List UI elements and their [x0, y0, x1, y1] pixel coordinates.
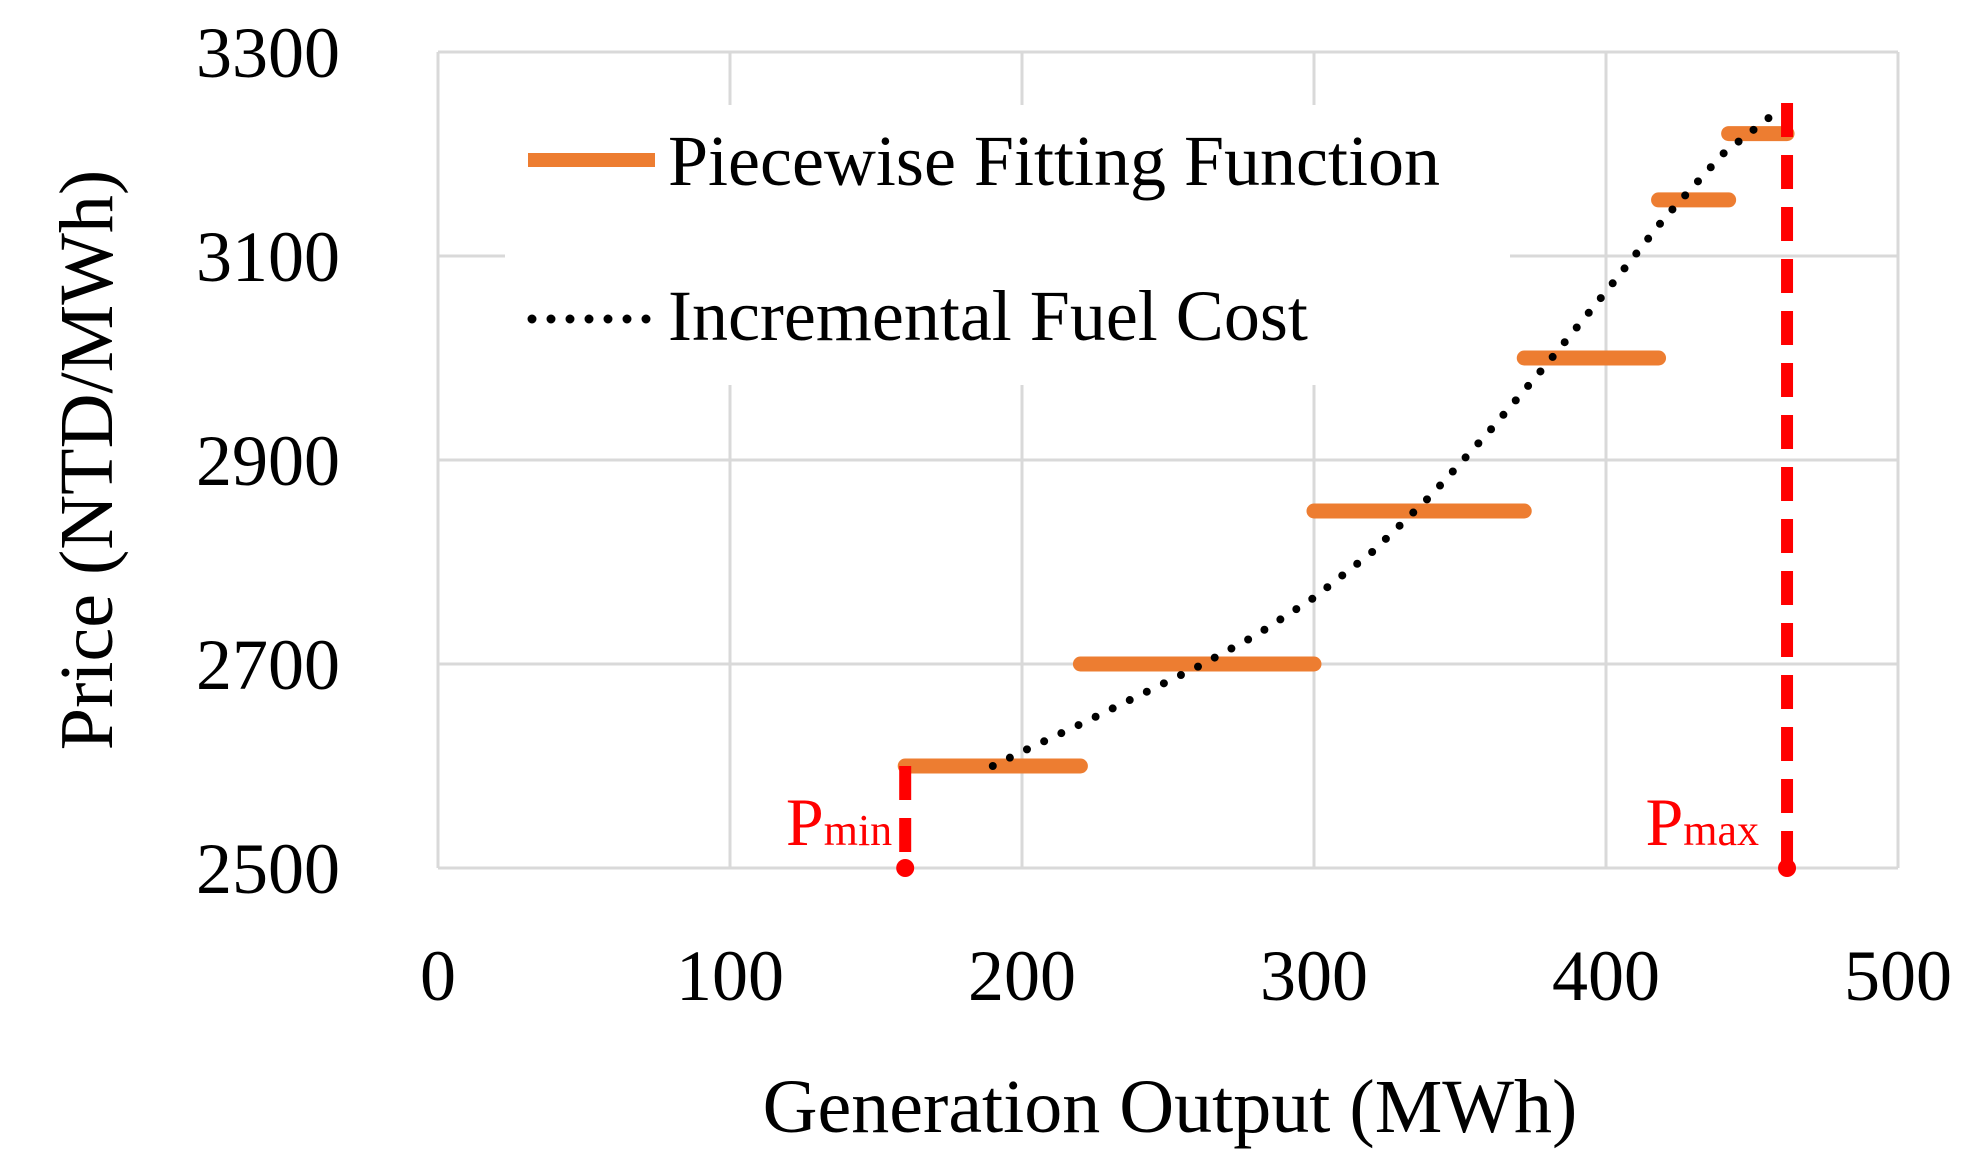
tick-labels: 2500 2700 2900 3100 3300 0 100 200 300 400 500 — [196, 13, 1952, 1016]
x-tick-label-300: 300 — [1260, 936, 1368, 1016]
legend: Piecewise Fitting Function Incremental F… — [527, 121, 1440, 356]
legend-background — [505, 105, 1510, 385]
y-tick-label-2500: 2500 — [196, 829, 340, 909]
x-axis-title: Generation Output (MWh) — [763, 1065, 1578, 1149]
x-tick-label-500: 500 — [1844, 936, 1952, 1016]
marker-label-sub-min: min — [824, 806, 892, 855]
y-tick-label-2700: 2700 — [196, 625, 340, 705]
legend-label-fuel-cost: Incremental Fuel Cost — [668, 276, 1308, 356]
marker-point-min — [896, 859, 915, 877]
y-tick-label-3300: 3300 — [196, 13, 340, 93]
series — [897, 104, 1795, 774]
x-tick-label-0: 0 — [420, 936, 456, 1016]
legend-label-piecewise: Piecewise Fitting Function — [668, 121, 1440, 201]
marker-label-main-max: P — [1645, 784, 1683, 860]
bound-markers: Pmin Pmax — [786, 103, 1797, 877]
y-axis-title: Price (NTD/MWh) — [45, 170, 129, 750]
x-tick-label-400: 400 — [1552, 936, 1660, 1016]
marker-label-min: Pmin — [786, 784, 892, 860]
marker-point-max — [1778, 859, 1797, 877]
marker-label-main-min: P — [786, 784, 824, 860]
fuel-cost-curve — [988, 104, 1786, 770]
marker-label-max: Pmax — [1645, 784, 1759, 860]
x-tick-label-100: 100 — [676, 936, 784, 1016]
marker-label-sub-max: max — [1683, 806, 1759, 855]
y-tick-label-3100: 3100 — [196, 217, 340, 297]
x-tick-label-200: 200 — [968, 936, 1076, 1016]
y-tick-label-2900: 2900 — [196, 421, 340, 501]
